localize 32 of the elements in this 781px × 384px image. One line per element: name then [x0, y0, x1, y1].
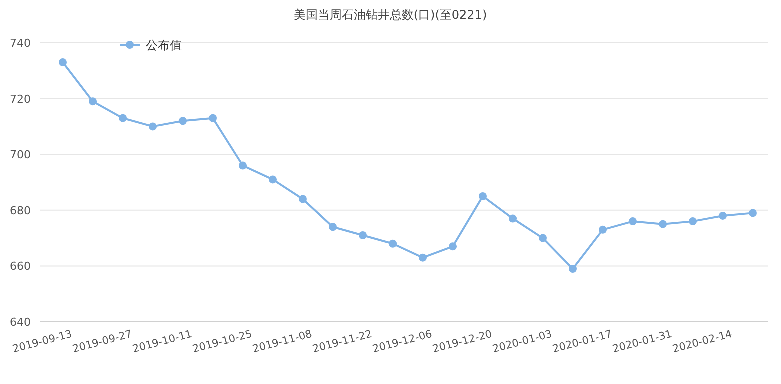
- point: [149, 122, 157, 131]
- point: [269, 176, 277, 184]
- point: [209, 114, 217, 122]
- point: [479, 192, 487, 200]
- point: [299, 195, 307, 204]
- point: [329, 223, 337, 232]
- legend-label: 公布值: [146, 38, 182, 52]
- point: [749, 209, 757, 218]
- y-tick-label: 680: [10, 204, 31, 218]
- point: [179, 117, 187, 126]
- point: [59, 58, 67, 67]
- point: [239, 162, 247, 170]
- point: [359, 232, 367, 240]
- y-tick-label: 660: [10, 260, 31, 274]
- point: [509, 214, 517, 223]
- y-tick-label: 740: [10, 37, 31, 50]
- point: [389, 240, 397, 248]
- point: [689, 218, 697, 226]
- point: [119, 114, 127, 122]
- point: [89, 98, 97, 106]
- point: [599, 226, 607, 234]
- point: [569, 264, 577, 273]
- y-tick-label: 700: [10, 148, 31, 162]
- point: [419, 254, 427, 262]
- y-tick-label: 640: [10, 316, 31, 329]
- point: [539, 234, 547, 242]
- point: [629, 218, 637, 226]
- point: [449, 242, 457, 251]
- point: [719, 212, 727, 220]
- chart-title: 美国当周石油钻井总数(口)(至0221): [294, 8, 488, 22]
- point: [659, 220, 667, 228]
- y-tick-label: 720: [10, 92, 31, 106]
